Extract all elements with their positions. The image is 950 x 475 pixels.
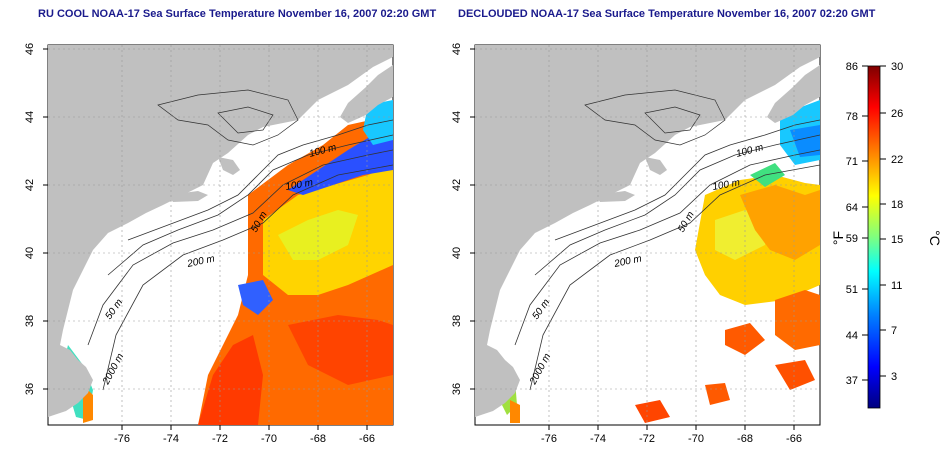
fahrenheit-unit-label: °F [830, 231, 846, 245]
y-tick-label: 38 [24, 315, 36, 327]
fahrenheit-tick: 78 [846, 111, 858, 123]
fahrenheit-tick: 44 [846, 330, 858, 342]
celsius-tick: 18 [891, 199, 903, 211]
fahrenheit-tick: 86 [846, 61, 858, 73]
celsius-tick: 15 [891, 234, 903, 246]
celsius-tick: 11 [891, 280, 902, 292]
fahrenheit-tick: 37 [846, 375, 858, 387]
fahrenheit-tick: 59 [846, 233, 858, 245]
panel-1-title: RU COOL NOAA-17 Sea Surface Temperature … [38, 8, 437, 20]
y-tick-label: 44 [24, 111, 36, 123]
celsius-tick: 3 [891, 371, 897, 383]
celsius-tick: 22 [891, 154, 903, 166]
x-tick-label: -74 [590, 433, 606, 445]
x-tick-label: -66 [786, 433, 802, 445]
celsius-unit-label: °C [927, 230, 943, 246]
celsius-tick: 7 [891, 325, 897, 337]
colorbar-gradient [867, 65, 881, 409]
x-tick-label: -72 [639, 433, 655, 445]
y-tick-label: 36 [24, 383, 36, 395]
y-tick-label: 46 [451, 43, 463, 55]
x-tick-label: -70 [688, 433, 704, 445]
panel-1-map: 100 m 100 m 50 m 200 m 50 m 2000 m -76 -… [24, 43, 394, 445]
x-tick-label: -66 [359, 433, 375, 445]
y-tick-label: 42 [451, 179, 463, 191]
y-tick-label: 38 [451, 315, 463, 327]
contour-label: 100 m [285, 177, 314, 193]
panel-2-map: 100 m 100 m 50 m 200 m 50 m 2000 m -76 -… [451, 43, 821, 445]
fahrenheit-tick: 64 [846, 202, 858, 214]
fahrenheit-tick: 51 [846, 284, 858, 296]
y-tick-label: 40 [451, 247, 463, 259]
x-tick-label: -72 [212, 433, 228, 445]
panel-2-title: DECLOUDED NOAA-17 Sea Surface Temperatur… [458, 8, 876, 20]
celsius-tick: 26 [891, 108, 903, 120]
x-tick-label: -68 [737, 433, 753, 445]
x-tick-label: -76 [541, 433, 557, 445]
x-tick-label: -76 [114, 433, 130, 445]
celsius-tick: 30 [891, 61, 903, 73]
y-tick-label: 44 [451, 111, 463, 123]
y-tick-label: 36 [451, 383, 463, 395]
x-tick-label: -70 [261, 433, 277, 445]
y-tick-label: 46 [24, 43, 36, 55]
y-tick-label: 40 [24, 247, 36, 259]
x-tick-label: -74 [163, 433, 179, 445]
fahrenheit-tick: 71 [846, 156, 858, 168]
colorbar: 86 78 71 64 59 51 44 37 30 26 22 18 15 1… [830, 61, 943, 409]
x-tick-label: -68 [310, 433, 326, 445]
contour-label: 100 m [712, 177, 741, 193]
y-tick-label: 42 [24, 179, 36, 191]
